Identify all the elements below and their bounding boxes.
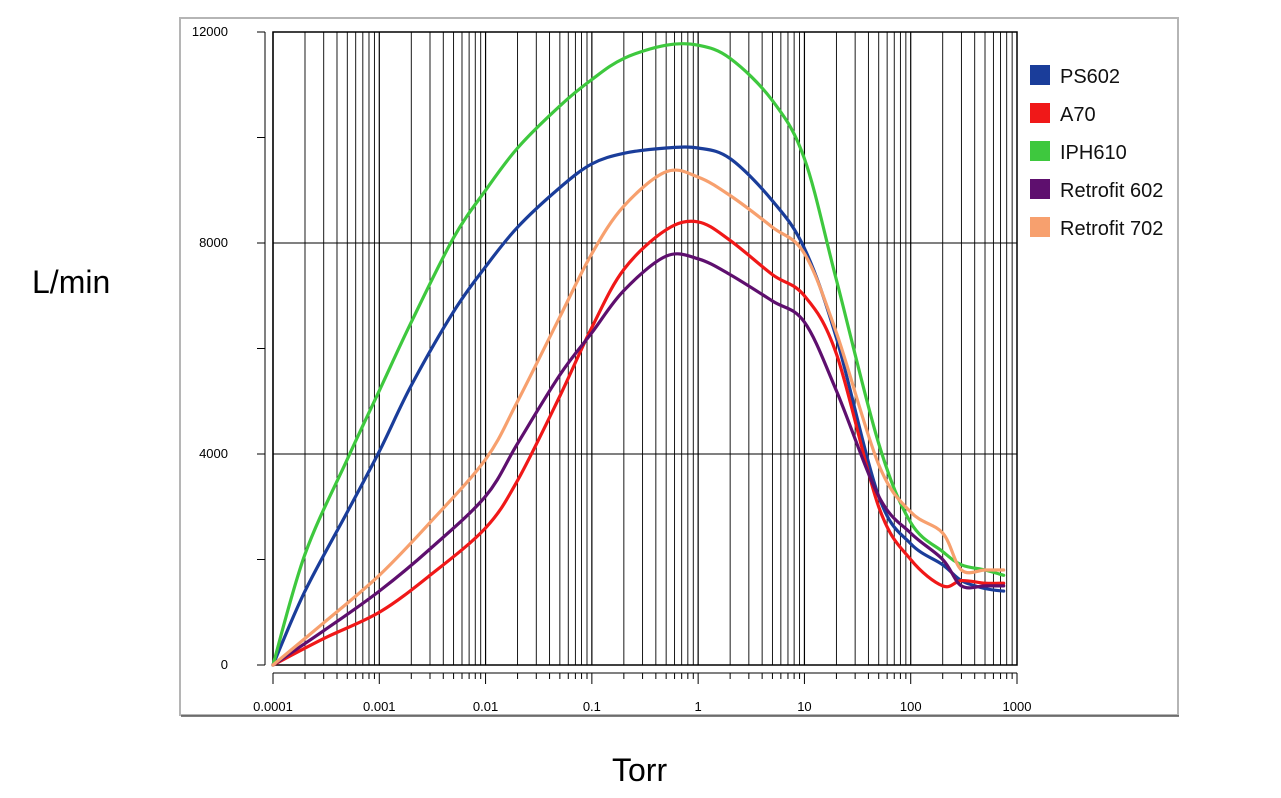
y-tick-label: 12000 <box>192 24 228 39</box>
series-line-a70 <box>271 219 1006 667</box>
y-tick-label: 4000 <box>199 446 228 461</box>
y-axis-label: L/min <box>32 264 111 300</box>
legend-label: Retrofit 602 <box>1060 180 1163 202</box>
x-tick-label: 1000 <box>1003 699 1032 714</box>
y-tick-label: 0 <box>221 657 228 672</box>
x-tick-label: 1 <box>695 699 702 714</box>
plot-area <box>272 31 1018 666</box>
chart-frame <box>179 17 1179 716</box>
series-line-retrofit-602 <box>271 252 1006 667</box>
legend-swatch <box>1030 65 1050 85</box>
legend-swatch <box>1030 217 1050 237</box>
x-tick-label: 100 <box>900 699 922 714</box>
x-tick-label: 10 <box>797 699 811 714</box>
y-tick-label: 8000 <box>199 235 228 250</box>
legend-label: IPH610 <box>1060 142 1127 164</box>
x-tick-label: 0.1 <box>583 699 601 714</box>
x-tick-label: 0.01 <box>473 699 498 714</box>
legend-label: PS602 <box>1060 66 1120 88</box>
legend-swatch <box>1030 103 1050 123</box>
series-line-iph610 <box>271 41 1006 667</box>
legend-swatch <box>1030 141 1050 161</box>
legend-swatch <box>1030 179 1050 199</box>
legend-label: A70 <box>1060 104 1096 126</box>
legend-label: Retrofit 702 <box>1060 218 1163 240</box>
x-tick-label: 0.001 <box>363 699 396 714</box>
x-axis-label: Torr <box>612 752 668 788</box>
x-tick-label: 0.0001 <box>253 699 293 714</box>
series-line-ps602 <box>271 145 1006 667</box>
series-line-retrofit-702 <box>271 168 1006 667</box>
